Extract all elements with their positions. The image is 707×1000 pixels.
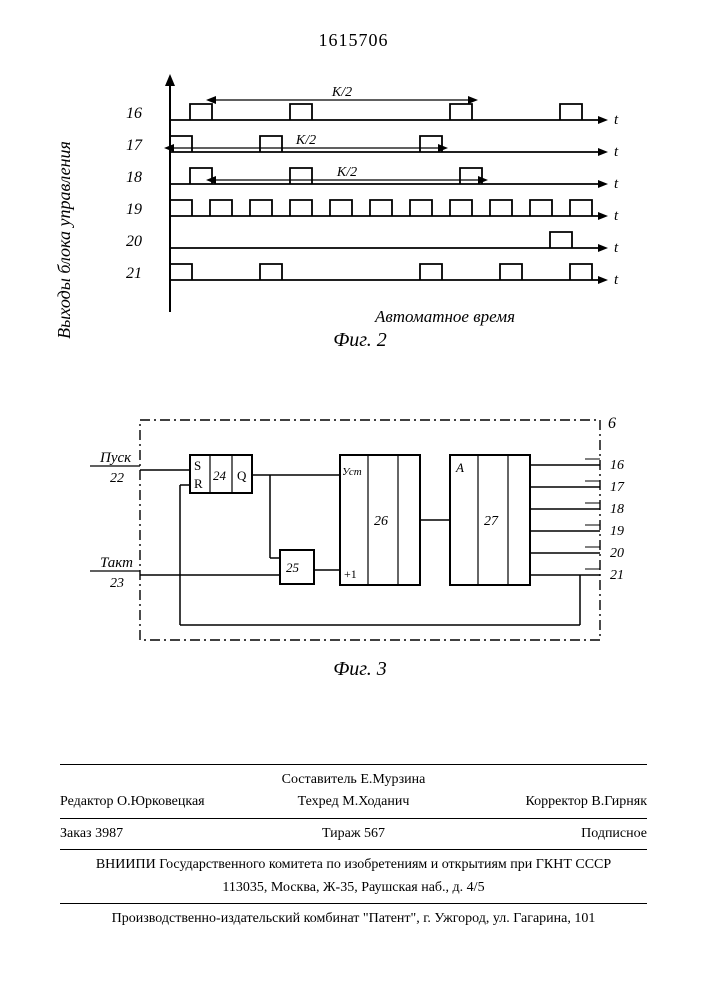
svg-text:27: 27	[484, 514, 499, 529]
svg-text:16: 16	[610, 458, 624, 473]
svg-text:Фиг. 3: Фиг. 3	[333, 658, 387, 680]
svg-text:Выходы блока управления: Выходы блока управления	[54, 141, 74, 339]
svg-text:17: 17	[126, 137, 143, 154]
svg-text:t: t	[614, 112, 619, 128]
svg-text:21: 21	[126, 265, 142, 282]
svg-text:R: R	[194, 476, 203, 491]
svg-text:Пуск: Пуск	[99, 450, 132, 466]
svg-text:23: 23	[110, 576, 124, 591]
sub-cell: Подписное	[451, 823, 647, 845]
svg-text:К/2: К/2	[336, 165, 357, 180]
svg-text:Q: Q	[237, 468, 247, 483]
figure-3-block-diagram: 6 Пуск 22 Такт 23 SR 24 Q 25 26 Уст +1 27 А 16 17 18 19 20…	[80, 400, 640, 690]
svg-text:+1: +1	[344, 567, 357, 581]
svg-text:Уст: Уст	[342, 466, 362, 478]
org2: Производственно-издательский комбинат "П…	[60, 908, 647, 930]
svg-text:18: 18	[126, 169, 142, 186]
org1a: ВНИИПИ Государственного комитета по изоб…	[60, 854, 647, 876]
svg-text:t: t	[614, 208, 619, 224]
svg-text:Автоматное время: Автоматное время	[374, 307, 515, 326]
svg-text:Фиг. 2: Фиг. 2	[333, 329, 387, 350]
svg-text:25: 25	[286, 560, 300, 575]
svg-text:К/2: К/2	[295, 133, 316, 148]
svg-text:21: 21	[610, 568, 624, 583]
svg-text:t: t	[614, 272, 619, 288]
svg-text:22: 22	[110, 471, 124, 486]
svg-text:20: 20	[610, 546, 624, 561]
svg-text:S: S	[194, 458, 201, 473]
svg-text:24: 24	[213, 468, 227, 483]
svg-text:6: 6	[608, 415, 616, 432]
figure-2-timing-diagram: Выходы блока управления 16 t 17 t 18 t 19 t 20 t 21…	[50, 60, 670, 350]
svg-text:16: 16	[126, 105, 142, 122]
tirazh-cell: Тираж 567	[256, 823, 452, 845]
document-number: 1615706	[0, 30, 707, 51]
svg-text:20: 20	[126, 233, 142, 250]
org1b: 113035, Москва, Ж-35, Раушская наб., д. …	[60, 877, 647, 899]
order-cell: Заказ 3987	[60, 823, 256, 845]
editor-cell: Редактор О.Юрковецкая	[60, 791, 256, 813]
corrector-cell: Корректор В.Гирняк	[451, 791, 647, 813]
page: 1615706 Выходы блока управления 16 t 17 t 18 t…	[0, 0, 707, 1000]
svg-text:19: 19	[610, 524, 624, 539]
svg-text:Такт: Такт	[100, 555, 133, 571]
svg-text:26: 26	[374, 514, 388, 529]
credits-block: Составитель Е.Мурзина Редактор О.Юрковец…	[60, 760, 647, 930]
compiler-line: Составитель Е.Мурзина	[60, 769, 647, 791]
svg-text:t: t	[614, 176, 619, 192]
tech-cell: Техред М.Ходанич	[256, 791, 452, 813]
svg-text:18: 18	[610, 502, 624, 517]
svg-text:17: 17	[610, 480, 625, 495]
svg-text:А: А	[455, 460, 464, 475]
svg-text:К/2: К/2	[331, 85, 352, 100]
svg-text:t: t	[614, 144, 619, 160]
svg-text:t: t	[614, 240, 619, 256]
svg-text:19: 19	[126, 201, 142, 218]
